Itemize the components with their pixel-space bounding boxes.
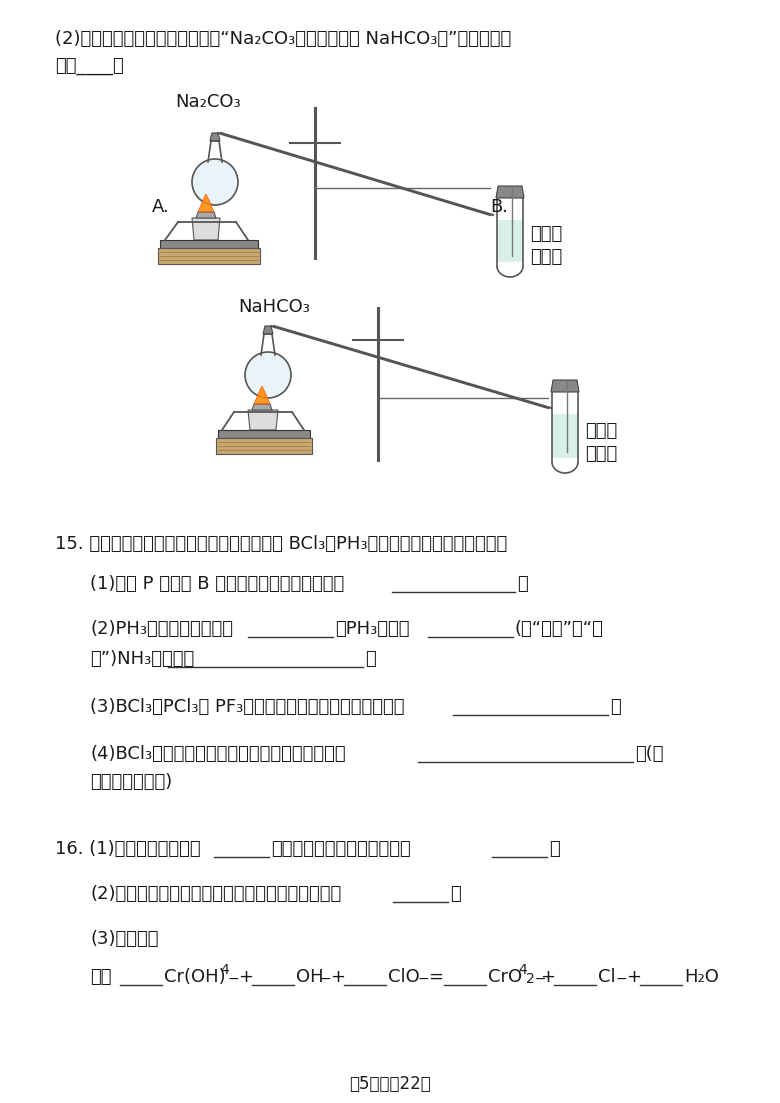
Text: 。: 。: [549, 840, 560, 858]
Text: (填“高于”或“低: (填“高于”或“低: [515, 620, 604, 638]
Polygon shape: [198, 194, 214, 212]
Polygon shape: [552, 414, 578, 458]
Circle shape: [192, 159, 238, 205]
Polygon shape: [263, 326, 273, 334]
Text: 2−: 2−: [526, 972, 546, 986]
Polygon shape: [218, 430, 310, 438]
Polygon shape: [216, 438, 312, 454]
Text: 4: 4: [220, 963, 229, 977]
Text: H₂O: H₂O: [684, 968, 719, 986]
Polygon shape: [158, 248, 260, 264]
Text: 。: 。: [517, 575, 528, 593]
Polygon shape: [248, 410, 278, 430]
Polygon shape: [160, 240, 258, 248]
Text: NaHCO₃: NaHCO₃: [238, 298, 310, 315]
Text: (1)基态 P 原子与 B 原子中未成对电子数之比为: (1)基态 P 原子与 B 原子中未成对电子数之比为: [90, 575, 344, 593]
Text: 澄清的: 澄清的: [585, 422, 617, 440]
Text: +: +: [540, 968, 555, 986]
Text: +: +: [238, 968, 253, 986]
Text: ClO: ClO: [388, 968, 420, 986]
Text: −: −: [228, 972, 239, 986]
Text: 。: 。: [450, 885, 461, 903]
Text: −: −: [616, 972, 628, 986]
Text: 15. 磷化硟是一种典型的超硬无机材料，常以 BCl₃、PH₃为原料制备。回答下列问题：: 15. 磷化硟是一种典型的超硬无机材料，常以 BCl₃、PH₃为原料制备。回答下…: [55, 535, 507, 553]
Text: 16. (1)碳酸氢钓的俗称是: 16. (1)碳酸氢钓的俗称是: [55, 840, 200, 858]
Text: 4: 4: [518, 963, 527, 977]
Text: ，其受热分解的化学方程式为: ，其受热分解的化学方程式为: [271, 840, 411, 858]
Text: Cr(OH): Cr(OH): [164, 968, 225, 986]
Text: 。(用: 。(用: [635, 745, 664, 763]
Text: 于”)NH₃，理由是: 于”)NH₃，理由是: [90, 650, 194, 668]
Text: 石灰水: 石灰水: [530, 248, 562, 266]
Text: A.: A.: [152, 199, 170, 216]
Text: +: +: [626, 968, 641, 986]
Text: 。: 。: [610, 698, 621, 716]
Circle shape: [245, 352, 291, 398]
Polygon shape: [551, 381, 579, 392]
Polygon shape: [192, 218, 220, 240]
Text: 石灰水: 石灰水: [585, 445, 617, 463]
Text: OH: OH: [296, 968, 324, 986]
Text: 式：: 式：: [90, 968, 112, 986]
Text: B.: B.: [490, 199, 508, 216]
Text: −: −: [320, 972, 331, 986]
Text: Na₂CO₃: Na₂CO₃: [175, 93, 240, 111]
Text: (4)BCl₃可转化为硌酸，硌酸为一元弱酸的原因是: (4)BCl₃可转化为硌酸，硌酸为一元弱酸的原因是: [90, 745, 346, 763]
Text: 据是____。: 据是____。: [55, 57, 124, 75]
Polygon shape: [196, 212, 216, 218]
Polygon shape: [254, 386, 270, 404]
Text: (3)BCl₃、PCl₃和 PF₃三种分子中键角由大到小的顺序为: (3)BCl₃、PCl₃和 PF₃三种分子中键角由大到小的顺序为: [90, 698, 405, 716]
Polygon shape: [497, 219, 523, 263]
Text: (2)PH₃分子的空间结构为: (2)PH₃分子的空间结构为: [90, 620, 233, 638]
Polygon shape: [496, 186, 524, 199]
Text: (3)配平方程: (3)配平方程: [90, 930, 158, 947]
Text: CrO: CrO: [488, 968, 522, 986]
Text: 澄清的: 澄清的: [530, 225, 562, 243]
Text: =: =: [428, 968, 443, 986]
Text: ，PH₃的沸点: ，PH₃的沸点: [335, 620, 410, 638]
Polygon shape: [210, 133, 220, 141]
Text: (2)写出氯气通入冷的石灰乳制漂白粉的化学方程式: (2)写出氯气通入冷的石灰乳制漂白粉的化学方程式: [90, 885, 342, 903]
Text: 。: 。: [365, 650, 376, 668]
Polygon shape: [252, 404, 272, 410]
Text: 第5页，全22页: 第5页，全22页: [349, 1075, 431, 1093]
Text: Cl: Cl: [598, 968, 615, 986]
Text: +: +: [330, 968, 345, 986]
Text: (2)按下图所示装置实验，可得到“Na₂CO₃的热稳定性比 NaHCO₃强”的结论，证: (2)按下图所示装置实验，可得到“Na₂CO₃的热稳定性比 NaHCO₃强”的结…: [55, 30, 511, 49]
Text: −: −: [418, 972, 430, 986]
Text: 离子方程式表示): 离子方程式表示): [90, 773, 172, 791]
